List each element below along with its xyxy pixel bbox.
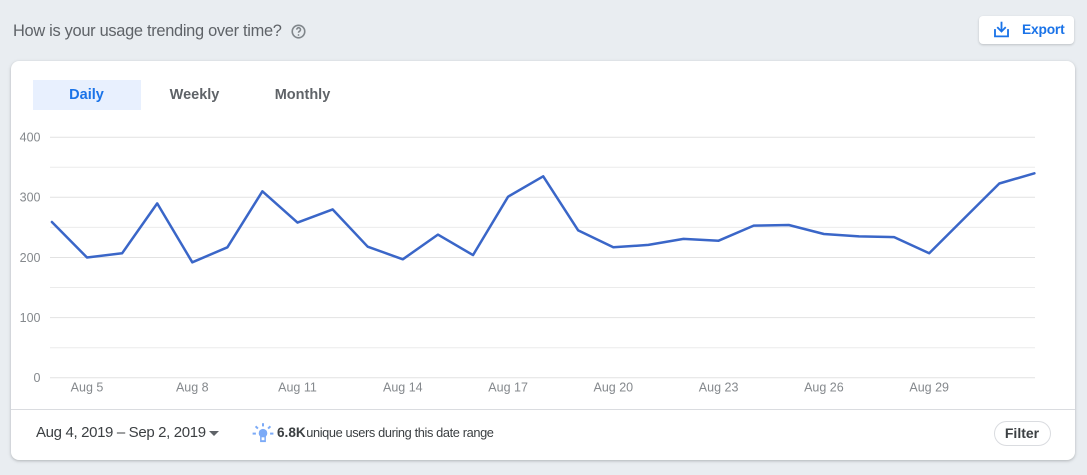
svg-text:200: 200 (20, 251, 41, 265)
svg-text:Aug 14: Aug 14 (383, 381, 423, 395)
svg-text:Aug 5: Aug 5 (71, 381, 104, 395)
svg-text:Aug 8: Aug 8 (176, 381, 209, 395)
svg-text:0: 0 (34, 371, 41, 385)
svg-text:Aug 26: Aug 26 (804, 381, 844, 395)
svg-text:Aug 29: Aug 29 (909, 381, 949, 395)
svg-text:Aug 20: Aug 20 (593, 381, 633, 395)
svg-text:400: 400 (20, 131, 41, 145)
svg-text:Aug 23: Aug 23 (699, 381, 739, 395)
svg-text:Aug 11: Aug 11 (278, 381, 317, 395)
svg-text:100: 100 (20, 311, 41, 325)
svg-text:Aug 17: Aug 17 (488, 381, 528, 395)
svg-text:300: 300 (20, 191, 41, 205)
